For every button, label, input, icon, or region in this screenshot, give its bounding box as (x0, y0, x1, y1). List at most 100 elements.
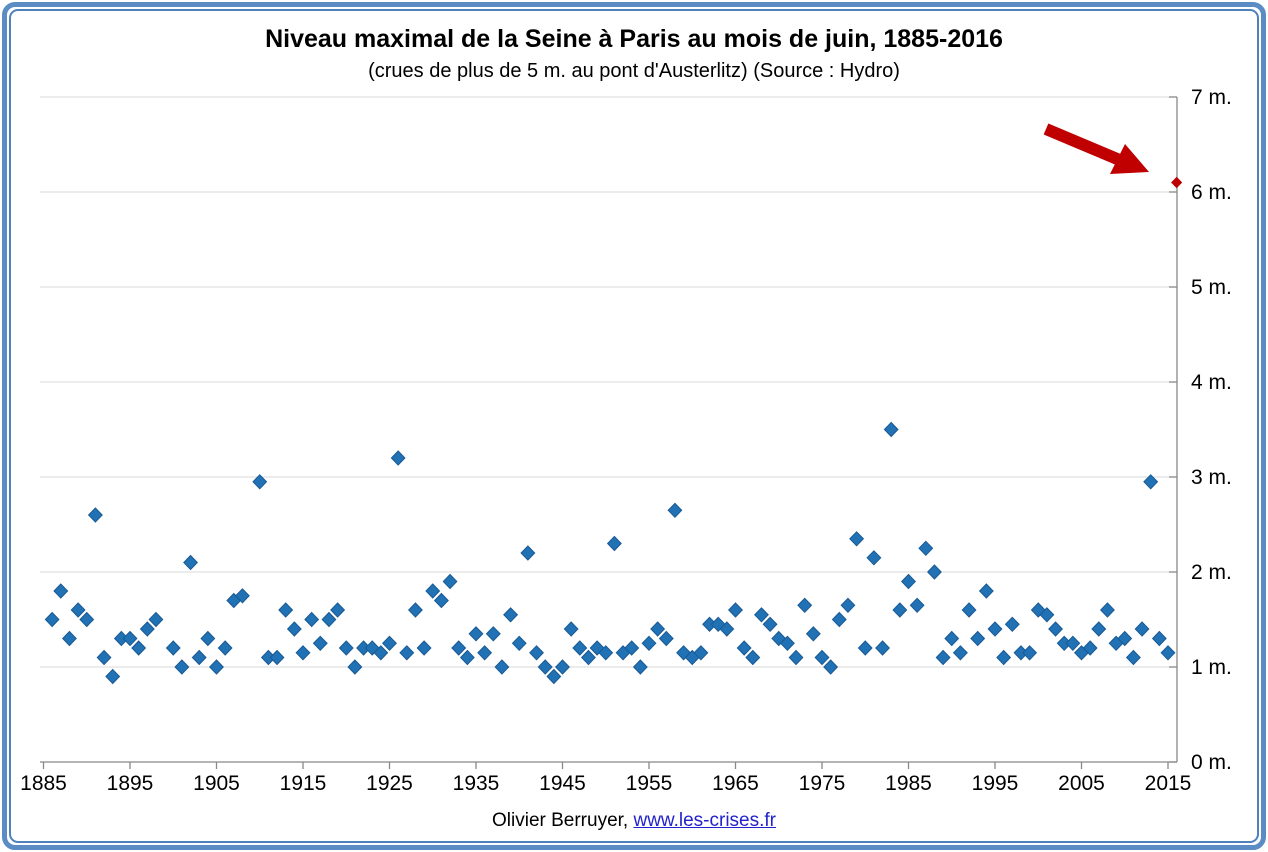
data-point (183, 554, 198, 571)
data-point (200, 630, 216, 647)
data-point (390, 450, 406, 466)
data-point (788, 649, 804, 666)
data-point (779, 635, 795, 652)
data-point (347, 659, 363, 675)
data-point (191, 649, 207, 666)
data-point (44, 611, 60, 628)
data-point (529, 645, 544, 661)
series-juin-2016-highlight (1171, 176, 1183, 189)
data-point (935, 649, 951, 666)
y-tick-label: 2 m. (1191, 561, 1232, 584)
x-tick-label: 1915 (280, 772, 327, 795)
x-tick-label: 1985 (885, 772, 932, 795)
data-point (1065, 635, 1081, 652)
data-point (62, 630, 77, 647)
x-tick-label: 1955 (626, 772, 673, 795)
data-point (624, 640, 640, 656)
chart-title: Niveau maximal de la Seine à Paris au mo… (265, 25, 1003, 53)
data-point (105, 668, 121, 685)
data-point (831, 611, 847, 628)
data-point (1143, 474, 1159, 490)
data-point (416, 640, 432, 656)
data-point (1134, 621, 1150, 637)
data-point (996, 649, 1012, 666)
data-point (598, 645, 614, 661)
data-point (805, 626, 821, 642)
data-point (304, 611, 320, 628)
data-point (632, 659, 648, 675)
data-point (131, 640, 147, 656)
data-point (321, 611, 337, 628)
annotation-arrow-icon (1043, 123, 1149, 174)
data-point (1100, 602, 1115, 618)
data-point (909, 597, 925, 614)
data-point (286, 621, 302, 637)
x-tick-label: 1925 (366, 772, 413, 795)
credit-text: Olivier Berruyer, (492, 810, 629, 831)
data-point (944, 630, 960, 647)
y-tick-label: 5 m. (1191, 276, 1232, 299)
data-point (451, 640, 467, 656)
data-point (477, 645, 493, 661)
data-point (745, 649, 761, 666)
data-point (1022, 645, 1038, 661)
y-tick-label: 7 m. (1191, 86, 1232, 109)
data-point (606, 535, 622, 552)
data-point (883, 421, 899, 438)
x-tick-label: 1945 (539, 772, 586, 795)
data-point (875, 640, 890, 656)
data-point (736, 640, 752, 656)
data-point (650, 621, 666, 637)
chart-subtitle: (crues de plus de 5 m. au pont d'Austerl… (368, 60, 900, 82)
data-point (537, 659, 553, 675)
y-tick-label: 0 m. (1191, 751, 1232, 774)
footer: Olivier Berruyer, www.les-crises.fr (0, 810, 1268, 832)
data-point (1171, 176, 1183, 189)
x-tick-label: 1995 (972, 772, 1019, 795)
data-point (87, 507, 103, 523)
data-point (754, 607, 769, 623)
data-point (165, 640, 181, 656)
data-point (520, 545, 536, 561)
data-point (252, 474, 268, 490)
data-point (312, 635, 328, 652)
data-point (209, 659, 224, 675)
data-point (70, 602, 86, 618)
data-point (338, 640, 354, 656)
x-tick-label: 1935 (453, 772, 500, 795)
x-tick-label: 2005 (1058, 772, 1105, 795)
les-crises-link[interactable]: www.les-crises.fr (633, 810, 776, 831)
data-point (918, 540, 934, 557)
data-point (546, 668, 562, 685)
data-point (269, 649, 285, 666)
x-tick-label: 1885 (20, 772, 67, 795)
data-point (278, 602, 294, 618)
data-point (399, 645, 415, 661)
data-point (892, 602, 908, 618)
data-point (849, 531, 865, 547)
data-point (1004, 616, 1020, 633)
data-point (122, 630, 138, 647)
data-point (762, 616, 778, 633)
data-point (330, 602, 346, 618)
x-tick-label: 1905 (193, 772, 240, 795)
data-point (563, 621, 579, 637)
data-point (693, 645, 709, 661)
x-tick-label: 1975 (799, 772, 846, 795)
data-point (1117, 630, 1133, 647)
y-tick-label: 1 m. (1191, 656, 1232, 679)
y-tick-label: 4 m. (1191, 371, 1232, 394)
data-point (987, 621, 1003, 637)
data-point (1160, 645, 1176, 661)
data-point (235, 588, 250, 604)
data-point (148, 611, 164, 628)
data-point (468, 626, 484, 642)
data-point (96, 649, 112, 666)
data-point (857, 640, 873, 656)
data-point (442, 573, 458, 590)
data-point (139, 621, 155, 637)
data-point (53, 583, 69, 599)
data-point (459, 649, 475, 666)
data-point (901, 573, 916, 590)
